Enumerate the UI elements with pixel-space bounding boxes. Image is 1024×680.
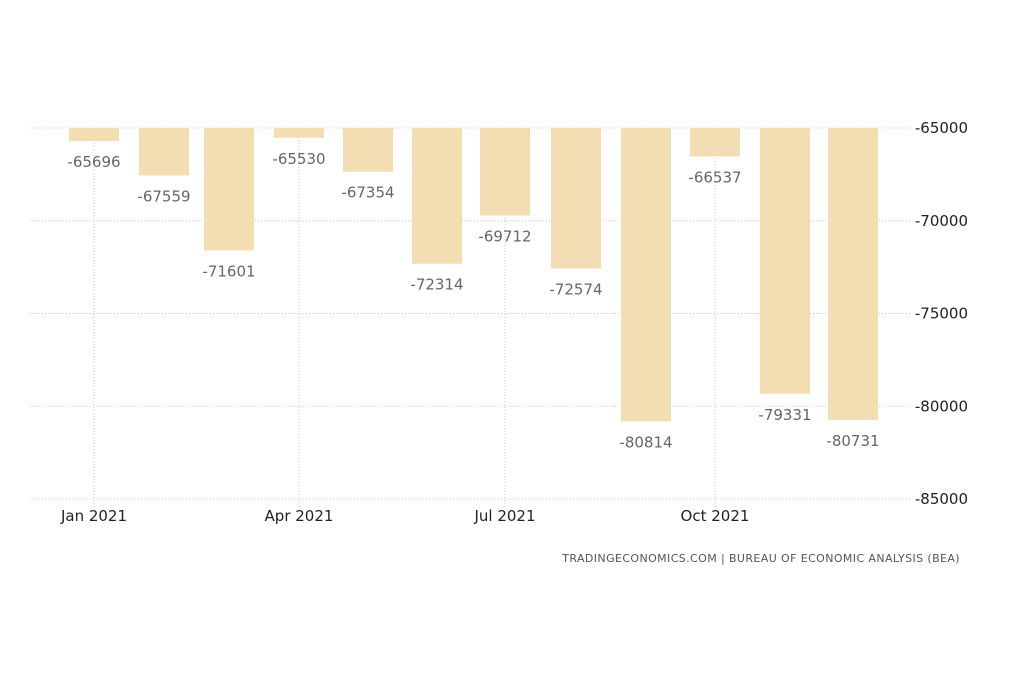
- x-tick-label: Apr 2021: [265, 507, 334, 525]
- bar: [343, 128, 393, 172]
- data-label: -72574: [549, 280, 602, 298]
- x-axis: Jan 2021 Apr 2021 Jul 2021 Oct 2021: [60, 507, 749, 525]
- data-label: -71601: [202, 262, 255, 280]
- bar: [204, 128, 254, 251]
- labels-layer: -65696 -67559 -71601 -65530 -67354 -72314 -697…: [67, 150, 879, 452]
- bar: [412, 128, 462, 264]
- y-tick-label: -70000: [915, 212, 968, 230]
- bar: [139, 128, 189, 176]
- bar: [690, 128, 740, 157]
- x-tick-label: Jan 2021: [60, 507, 127, 525]
- data-label: -66537: [688, 169, 741, 187]
- x-tick-label: Oct 2021: [681, 507, 750, 525]
- bars-layer: [69, 128, 878, 422]
- y-tick-label: -80000: [915, 397, 968, 415]
- data-label: -79331: [758, 406, 811, 424]
- y-tick-label: -65000: [915, 119, 968, 137]
- y-axis: -65000 -70000 -75000 -80000 -85000: [915, 119, 968, 508]
- bar: [480, 128, 530, 216]
- data-label: -65530: [272, 150, 325, 168]
- data-label: -65696: [67, 153, 120, 171]
- data-label: -80814: [619, 433, 672, 451]
- y-tick-label: -75000: [915, 305, 968, 323]
- bar: [621, 128, 671, 422]
- data-label: -72314: [410, 276, 463, 294]
- bar: [69, 128, 119, 141]
- bar: [551, 128, 601, 269]
- data-label: -67354: [341, 184, 394, 202]
- bar: [760, 128, 810, 394]
- data-label: -80731: [826, 432, 879, 450]
- bar: [828, 128, 878, 420]
- y-tick-label: -85000: [915, 490, 968, 508]
- data-label: -67559: [137, 187, 190, 205]
- x-tick-label: Jul 2021: [473, 507, 535, 525]
- bar: [274, 128, 324, 138]
- data-label: -69712: [478, 227, 531, 245]
- source-credit: TRADINGECONOMICS.COM | BUREAU OF ECONOMI…: [561, 552, 960, 565]
